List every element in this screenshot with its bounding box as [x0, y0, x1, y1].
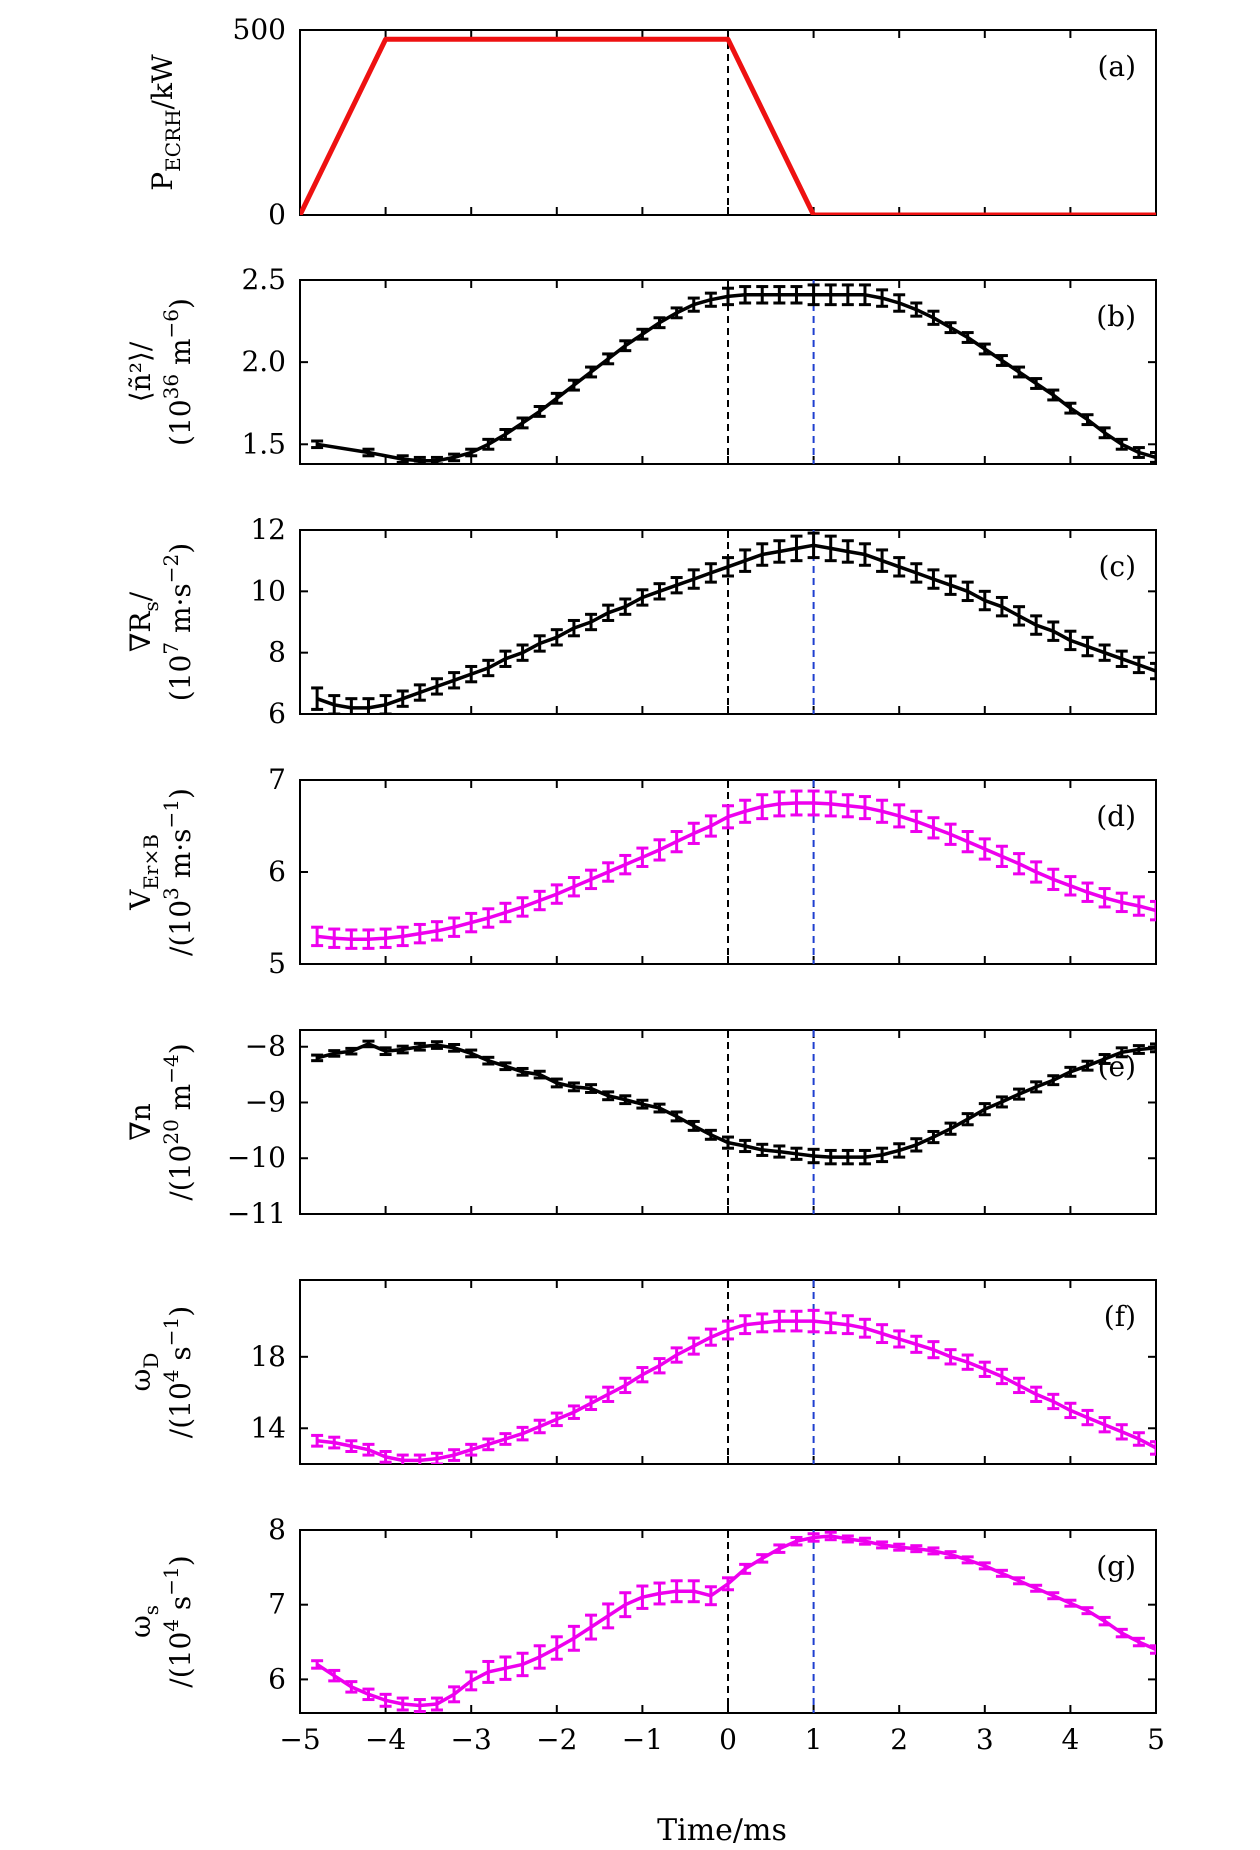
y-tick-label: 12: [250, 513, 286, 546]
y-tick-label: −10: [227, 1141, 286, 1174]
y-axis-label: ωD/(104 s−1): [124, 1306, 197, 1438]
y-axis-label-text: ∇Rs/: [124, 591, 163, 652]
y-tick-label: 6: [268, 855, 286, 888]
y-axis-label-text: ωs: [124, 1605, 163, 1638]
y-tick-label: 6: [268, 1662, 286, 1695]
panel-e: −11 −10 −9 −8 (e) ∇n/(1020 m−4): [124, 1029, 1157, 1230]
series-line: [316, 1319, 1156, 1463]
series-line: [316, 1042, 1156, 1159]
y-tick-label: 1.5: [241, 427, 286, 460]
y-tick-label: 10: [250, 574, 286, 607]
y-axis-label-line: ωs: [124, 1605, 163, 1638]
y-tick-label: 8: [268, 636, 286, 669]
y-tick-label: 7: [268, 763, 286, 796]
y-axis-label-line: VEr×B: [124, 834, 163, 911]
y-axis-label-text: /(104 s−1): [159, 1306, 197, 1438]
y-tick-label: 5: [268, 947, 286, 980]
y-axis-label-line: /(103 m·s−1): [159, 788, 197, 956]
y-axis-label-text: ωD: [124, 1353, 163, 1392]
y-axis-label: ∇n/(1020 m−4): [124, 1043, 197, 1200]
y-tick-label: 0: [268, 198, 286, 231]
y-axis-label-line: /(104 s−1): [159, 1555, 197, 1687]
y-tick-label: 14: [250, 1411, 286, 1444]
y-axis-label-text: ⟨ñ²⟩/: [124, 341, 157, 402]
panel-b: 1.5 2.0 2.5 (b) ⟨ñ²⟩/(1036 m−6): [124, 263, 1157, 465]
y-axis-label-line: ⟨ñ²⟩/: [124, 341, 157, 402]
x-tick-label: 1: [805, 1723, 823, 1756]
x-tick-label: 4: [1061, 1723, 1079, 1756]
y-axis-label: ωs/(104 s−1): [124, 1555, 197, 1687]
panel-label: (a): [1097, 50, 1136, 83]
y-axis-label-text: /(103 m·s−1): [159, 788, 197, 956]
panel-e-plot: [311, 1039, 1156, 1166]
y-axis-label: ∇Rs/(107 m·s−2): [124, 543, 197, 701]
panel-a: 0 500 (a) PECRH/kW: [146, 13, 1157, 231]
panel-label: (d): [1096, 800, 1136, 833]
panel-d-plot: [311, 789, 1156, 950]
panel-a-plot: [300, 36, 1156, 215]
panel-b-plot: [311, 283, 1156, 464]
series-line: [316, 543, 1156, 710]
panel-label: (e): [1098, 1050, 1136, 1083]
x-tick-label: 2: [890, 1723, 908, 1756]
x-tick-label: 0: [719, 1723, 737, 1756]
y-axis-label: VEr×B/(103 m·s−1): [124, 788, 197, 956]
panel-g: 6 7 8 (g) ωs/(104 s−1): [124, 1513, 1157, 1714]
x-tick-label: −5: [279, 1723, 320, 1756]
panel-c: 6 8 10 12 (c) ∇Rs/(107 m·s−2): [124, 513, 1157, 730]
y-axis-label-text: (1036 m−6): [159, 298, 197, 446]
y-tick-label: 2.0: [241, 345, 286, 378]
y-tick-label: −8: [245, 1030, 286, 1063]
y-axis-label: ⟨ñ²⟩/(1036 m−6): [124, 298, 197, 446]
x-tick-label: −3: [451, 1723, 492, 1756]
y-axis-label-text: (107 m·s−2): [159, 543, 197, 701]
y-axis-label-text: ∇n: [124, 1103, 157, 1141]
panel-label: (f): [1104, 1300, 1136, 1333]
panel-label: (g): [1096, 1550, 1136, 1583]
y-axis-label-text: VEr×B: [124, 834, 163, 911]
y-axis-label-text: /(104 s−1): [159, 1555, 197, 1687]
x-tick-label: 3: [976, 1723, 994, 1756]
x-tick-label: −2: [536, 1723, 577, 1756]
series-line: [316, 801, 1156, 941]
panel-label: (c): [1098, 550, 1136, 583]
y-tick-label: 6: [268, 697, 286, 730]
shared-x-axis: −5 −4 −3 −2 −1 0 1 2 3 4 5: [279, 1723, 1165, 1756]
x-tick-label: −1: [622, 1723, 663, 1756]
y-axis-label-line: /(1020 m−4): [159, 1043, 197, 1200]
y-tick-label: −11: [227, 1197, 286, 1230]
y-axis-label-text: PECRH/kW: [146, 54, 185, 191]
y-axis-label-line: PECRH/kW: [146, 54, 185, 191]
y-axis-label-text: /(1020 m−4): [159, 1043, 197, 1200]
y-tick-label: 7: [268, 1588, 286, 1621]
y-axis-label-line: ωD: [124, 1353, 163, 1392]
series-line: [300, 36, 1156, 215]
x-tick-label: 5: [1147, 1723, 1165, 1756]
panel-label: (b): [1096, 300, 1136, 333]
panel-d: 5 6 7 (d) VEr×B/(103 m·s−1): [124, 763, 1157, 980]
y-axis-label-line: ∇Rs/: [124, 591, 163, 652]
panel-g-plot: [311, 1530, 1156, 1713]
y-tick-label: 8: [268, 1513, 286, 1546]
y-tick-label: 2.5: [241, 263, 286, 296]
x-tick-label: −4: [365, 1723, 406, 1756]
y-axis-label-line: (107 m·s−2): [159, 543, 197, 701]
y-tick-label: 18: [250, 1340, 286, 1373]
panel-f: 14 18 (f) ωD/(104 s−1): [124, 1279, 1157, 1465]
y-axis-label-line: /(104 s−1): [159, 1306, 197, 1438]
y-tick-label: 500: [233, 13, 286, 46]
y-axis-label-line: ∇n: [124, 1103, 157, 1141]
panel-f-plot: [311, 1308, 1156, 1464]
y-axis-label: PECRH/kW: [146, 54, 185, 191]
panel-c-plot: [311, 531, 1156, 714]
series-line: [316, 1534, 1156, 1708]
y-axis-label-line: (1036 m−6): [159, 298, 197, 446]
x-axis-title: Time/ms: [657, 1813, 787, 1848]
y-tick-label: −9: [245, 1085, 286, 1118]
panels-group: 0 500 (a) PECRH/kW 1.5 2.0 2.5 (b) ⟨ñ²⟩/(1036 m−…: [124, 13, 1157, 1714]
